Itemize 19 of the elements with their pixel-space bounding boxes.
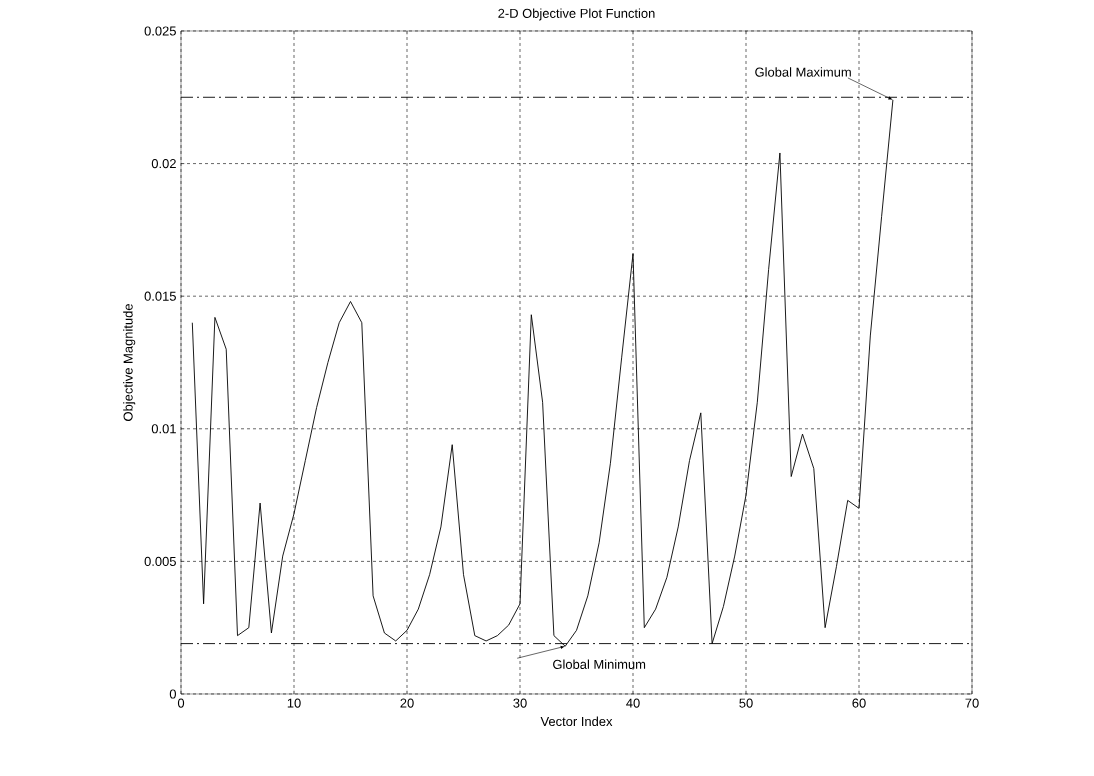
annotation: Global Minimum [553, 659, 646, 669]
x-tick-label: 60 [852, 698, 866, 708]
x-axis-title: Vector Index [540, 716, 613, 727]
x-tick-label: 20 [400, 698, 414, 708]
y-tick-label: 0.01 [151, 424, 176, 434]
y-axis-title: Objective Magnitude [123, 304, 136, 421]
x-tick-label: 40 [626, 698, 640, 708]
x-tick-label: 70 [965, 698, 979, 708]
y-tick-label: 0.025 [144, 26, 176, 36]
x-tick-label: 10 [287, 698, 301, 708]
y-tick-label: 0.015 [144, 291, 176, 301]
chart-title: 2-D Objective Plot Function [498, 8, 655, 21]
y-tick-label: 0 [169, 689, 176, 699]
y-tick-label: 0.02 [151, 158, 176, 169]
y-tick-label: 0.005 [144, 556, 176, 566]
x-tick-label: 30 [513, 698, 527, 708]
annotation: Global Maximum [755, 67, 851, 77]
x-tick-label: 50 [739, 698, 753, 708]
x-tick-label: 0 [177, 698, 185, 708]
